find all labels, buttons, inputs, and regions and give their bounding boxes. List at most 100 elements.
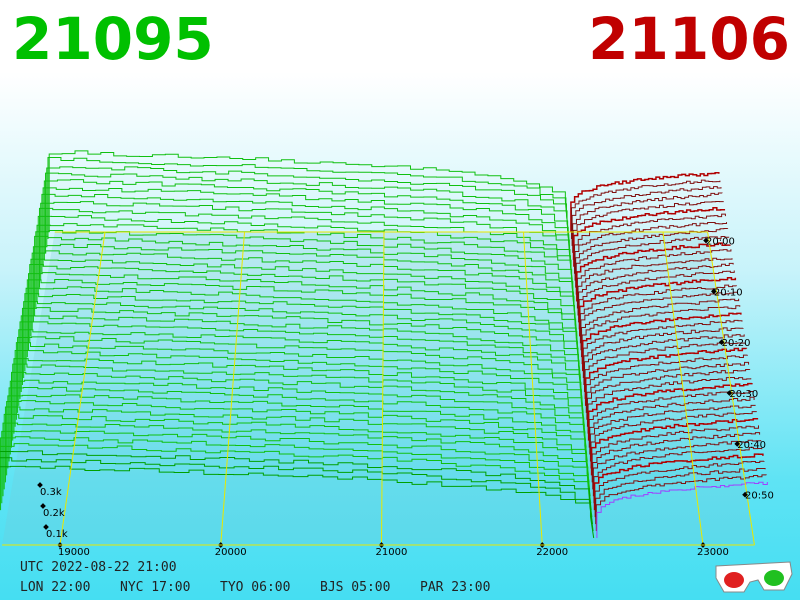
ask-depth-line [592, 439, 762, 497]
bid-depth-line [32, 243, 577, 323]
ask-depth-line [576, 242, 731, 302]
bid-depth-line [11, 371, 587, 448]
bid-depth-line [45, 172, 571, 253]
floor-grid-line [59, 231, 106, 546]
ask-depth-line [590, 411, 757, 469]
tick-dot [711, 288, 717, 295]
bid-depth-line [30, 258, 578, 337]
tick-dot [742, 491, 748, 498]
ask-depth-line [572, 200, 724, 260]
time-tick-label: 20:20 [722, 338, 751, 349]
tick-dot [718, 339, 725, 346]
bid-depth-line [17, 336, 584, 413]
depth-tick-label: 0.1k [46, 529, 68, 540]
ask-depth-line [577, 257, 733, 316]
price-tick-label: 19000 [58, 547, 90, 558]
bid-depth-line [25, 286, 580, 365]
floor-grid-line [220, 231, 245, 546]
ask-depth-line [571, 186, 722, 246]
zone-time: BJS 05:00 [320, 580, 391, 595]
bid-depth-line [0, 436, 592, 511]
ask-depth-line [584, 342, 746, 399]
time-tick-label: 20:40 [737, 440, 766, 451]
bid-depth-line [19, 321, 583, 399]
ask-depth-line [571, 179, 721, 239]
bid-depth-line [0, 450, 594, 525]
ask-depth-line [587, 377, 752, 434]
ask-depth-line [587, 382, 753, 441]
price-tick-label: 21000 [376, 547, 408, 558]
bid-depth-line [31, 250, 577, 330]
ask-depth-line [578, 262, 734, 323]
bid-depth-line [18, 329, 584, 406]
ask-depth-line [583, 327, 744, 385]
bid-depth-line [14, 349, 585, 427]
bid-depth-line [20, 315, 582, 393]
bid-depth-line [28, 272, 579, 351]
utc-time: UTC 2022-08-22 21:00 [20, 560, 177, 575]
bid-depth-line [46, 166, 570, 246]
ask-depth-line [586, 361, 750, 420]
bid-price: 21095 [12, 5, 214, 73]
ask-price: 21106 [588, 5, 790, 73]
bid-depth-line [40, 201, 573, 281]
bid-depth-line [23, 301, 581, 379]
bid-depth-line [21, 307, 582, 386]
ask-depth-line [593, 446, 763, 504]
bid-depth-line [26, 279, 580, 358]
ask-depth-line [579, 284, 737, 344]
bid-depth-line [3, 413, 591, 490]
floor-edge [707, 231, 755, 546]
ask-depth-line [573, 206, 726, 267]
bid-depth-line [42, 187, 572, 267]
time-tick-label: 20:00 [706, 237, 735, 248]
bid-depth-line [47, 156, 570, 239]
ask-depth-line [594, 460, 765, 518]
ask-depth-line [578, 270, 735, 330]
floor-grid-line [381, 231, 385, 546]
ask-depth-line [585, 354, 748, 413]
ask-depth-line [588, 390, 754, 448]
ask-depth-line [572, 192, 723, 253]
ask-depth-line [575, 227, 729, 288]
zone-time: LON 22:00 [20, 580, 91, 595]
ask-depth-line [580, 291, 739, 351]
ask-depth-line [576, 249, 732, 309]
bid-depth-line [43, 179, 571, 260]
bid-depth-line [0, 443, 593, 518]
3d-glasses-icon[interactable] [714, 560, 794, 596]
floor-grid-line [523, 231, 543, 546]
bid-depth-line [9, 379, 588, 455]
bid-depth-line [12, 363, 587, 441]
ask-depth-line [570, 172, 720, 232]
bid-depth-line [48, 150, 569, 233]
ask-depth-line [579, 276, 737, 337]
bid-depth-line [29, 263, 578, 344]
bid-depth-line [4, 406, 590, 483]
depth-tick-label: 0.3k [40, 487, 62, 498]
ask-depth-line [589, 396, 755, 455]
bid-depth-line [13, 358, 586, 434]
ask-depth-line [591, 425, 759, 483]
zone-time: PAR 23:00 [420, 580, 491, 595]
tick-dot [43, 524, 49, 530]
bid-depth-line [8, 386, 588, 462]
price-tick-label: 23000 [697, 547, 729, 558]
bid-depth-line [1, 430, 592, 504]
floor [2, 232, 755, 545]
time-tick-label: 20:50 [745, 491, 774, 502]
tick-dot [726, 390, 733, 396]
price-tick-label: 20000 [215, 547, 247, 558]
ask-depth-line [575, 235, 730, 295]
ask-depth-line [582, 319, 743, 379]
ask-depth-line [593, 453, 764, 511]
ask-depth-line [584, 334, 745, 392]
bid-depth-line [41, 193, 573, 274]
zone-time: NYC 17:00 [120, 580, 191, 595]
bid-depth-line [0, 457, 594, 532]
bid-depth-line [37, 215, 574, 295]
bid-depth-line [7, 394, 589, 469]
time-tick-label: 20:10 [714, 287, 743, 298]
ask-depth-line [581, 298, 740, 358]
